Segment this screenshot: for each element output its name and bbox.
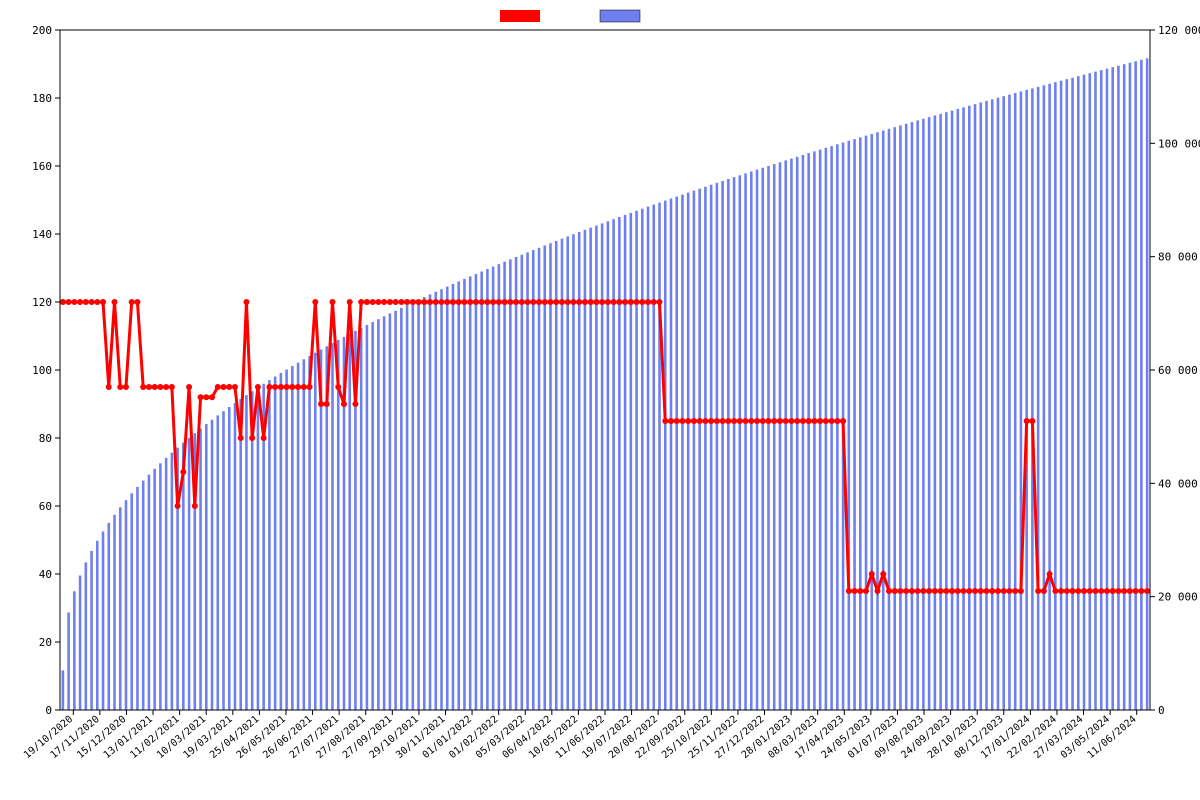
y-right-tick-label: 80 000 xyxy=(1158,251,1198,264)
y-right-tick-label: 20 000 xyxy=(1158,591,1198,604)
y-left-tick-label: 0 xyxy=(45,704,52,717)
y-left-tick-label: 120 xyxy=(32,296,52,309)
y-left-tick-label: 60 xyxy=(39,500,52,513)
chart-svg: 0 20 40 60 80 100 120 140 160 180 200 0 20 000 40 000… xyxy=(0,0,1200,800)
y-left-tick-label: 80 xyxy=(39,432,52,445)
y-right-tick-label: 120 000 xyxy=(1158,24,1200,37)
time-series-combo-chart: 0 20 40 60 80 100 120 140 160 180 200 0 20 000 40 000… xyxy=(0,0,1200,800)
legend-box-swatch xyxy=(600,10,640,22)
y-left-tick-label: 40 xyxy=(39,568,52,581)
y-left-tick-label: 140 xyxy=(32,228,52,241)
y-left-tick-label: 20 xyxy=(39,636,52,649)
y-right-tick-label: 60 000 xyxy=(1158,364,1198,377)
y-left-tick-label: 180 xyxy=(32,92,52,105)
y-right-tick-label: 40 000 xyxy=(1158,477,1198,490)
y-left-tick-label: 200 xyxy=(32,24,52,37)
y-right-tick-label: 0 xyxy=(1158,704,1165,717)
y-right-tick-label: 100 000 xyxy=(1158,137,1200,150)
y-left-tick-label: 100 xyxy=(32,364,52,377)
legend-line-swatch xyxy=(500,10,540,22)
y-left-tick-label: 160 xyxy=(32,160,52,173)
